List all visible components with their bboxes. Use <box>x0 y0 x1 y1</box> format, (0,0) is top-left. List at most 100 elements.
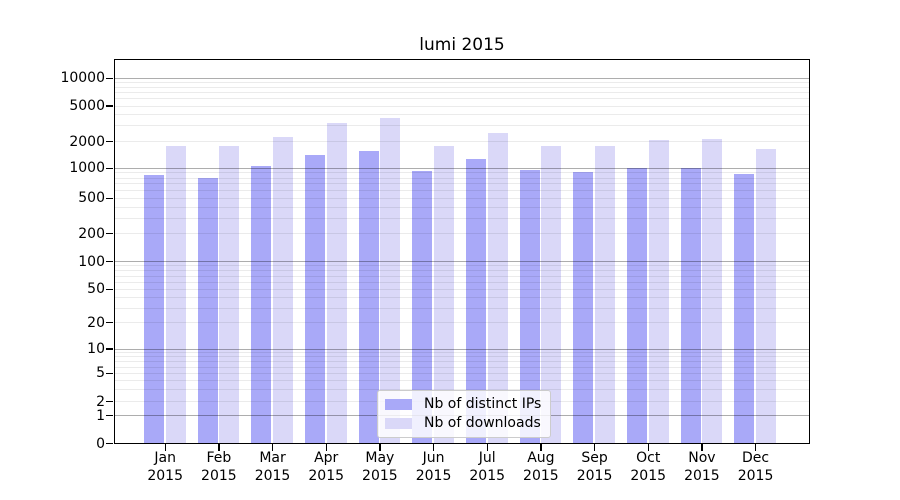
x-tick-label-jun: Jun 2015 <box>415 450 452 484</box>
bar-nb-of-distinct-ips-sep <box>573 172 594 444</box>
bar-nb-of-distinct-ips-dec <box>734 174 755 444</box>
x-tick-mark <box>540 443 542 451</box>
bar-nb-of-distinct-ips-jan <box>144 174 164 444</box>
x-tick-mark <box>325 443 327 451</box>
x-tick-mark <box>486 443 488 451</box>
y-tick-mark <box>106 401 113 403</box>
minor-gridline <box>114 388 809 390</box>
bar-nb-of-distinct-ips-aug <box>519 169 540 444</box>
minor-gridline <box>114 177 809 179</box>
bar-nb-of-downloads-oct <box>648 140 669 444</box>
minor-gridline <box>114 352 809 354</box>
minor-gridline <box>114 322 809 324</box>
bar-nb-of-downloads-jan <box>165 146 186 444</box>
minor-gridline <box>114 366 809 368</box>
y-tick-label: 500 <box>78 190 105 207</box>
bar-nb-of-distinct-ips-may <box>358 150 379 444</box>
y-tick-label: 2000 <box>69 133 105 150</box>
y-tick-mark <box>106 261 113 263</box>
y-tick-mark <box>106 197 113 199</box>
legend: Nb of distinct IPs Nb of downloads <box>377 390 552 438</box>
y-tick-label: 1 <box>96 407 105 424</box>
bar-nb-of-distinct-ips-apr <box>305 154 325 444</box>
y-tick-label: 50 <box>87 281 105 298</box>
legend-swatch-icon <box>385 398 412 410</box>
minor-gridline <box>114 183 809 185</box>
minor-gridline <box>114 82 809 84</box>
bar-nb-of-downloads-dec <box>755 148 776 444</box>
bar-nb-of-distinct-ips-nov <box>680 167 701 444</box>
y-tick-label: 100 <box>78 253 105 270</box>
minor-gridline <box>114 217 809 219</box>
minor-gridline <box>114 275 809 277</box>
x-tick-mark <box>432 443 435 451</box>
x-tick-mark <box>218 443 220 451</box>
minor-gridline <box>114 372 809 374</box>
bar-nb-of-downloads-sep <box>594 145 615 444</box>
bar-nb-of-downloads-aug <box>541 146 562 444</box>
x-tick-mark <box>701 443 703 451</box>
x-tick-label-apr: Apr 2015 <box>308 450 345 484</box>
major-gridline <box>114 348 809 350</box>
bar-nb-of-downloads-may <box>380 117 401 444</box>
y-tick-label: 200 <box>78 225 105 242</box>
minor-gridline <box>114 172 809 174</box>
x-tick-label-oct: Oct 2015 <box>630 450 667 484</box>
bar-nb-of-downloads-apr <box>326 122 347 444</box>
legend-label: Nb of distinct IPs <box>424 396 542 412</box>
legend-swatch-icon <box>385 417 412 429</box>
y-tick-label: 10000 <box>60 70 105 87</box>
bar-nb-of-distinct-ips-oct <box>627 168 648 444</box>
minor-gridline <box>114 206 809 208</box>
y-tick-label: 10 <box>87 341 105 357</box>
y-tick-mark <box>106 288 113 290</box>
y-tick-mark <box>106 233 113 235</box>
legend-label: Nb of downloads <box>424 415 541 431</box>
x-tick-label-nov: Nov 2015 <box>684 450 720 484</box>
x-tick-mark <box>754 443 757 451</box>
bar-nb-of-distinct-ips-jul <box>466 158 487 444</box>
minor-gridline <box>114 288 809 290</box>
y-tick-label: 1000 <box>69 160 105 177</box>
x-tick-label-aug: Aug 2015 <box>523 450 559 484</box>
minor-gridline <box>114 197 809 199</box>
minor-gridline <box>114 356 809 358</box>
bar-nb-of-distinct-ips-mar <box>251 165 272 444</box>
major-gridline <box>114 77 809 79</box>
bar-nb-of-downloads-feb <box>219 146 240 444</box>
x-tick-label-dec: Dec 2015 <box>737 450 774 484</box>
y-tick-mark <box>106 140 113 143</box>
x-tick-mark <box>593 443 596 451</box>
y-tick-mark <box>106 442 113 445</box>
minor-gridline <box>114 86 809 88</box>
y-tick-mark <box>106 322 113 324</box>
x-tick-mark <box>379 443 381 451</box>
x-tick-label-jul: Jul 2015 <box>469 450 506 484</box>
x-tick-mark <box>647 443 649 451</box>
minor-gridline <box>114 307 809 309</box>
y-tick-mark <box>106 77 113 79</box>
plot-area <box>113 59 810 444</box>
minor-gridline <box>114 281 809 283</box>
minor-gridline <box>114 92 809 94</box>
y-tick-mark <box>106 105 113 107</box>
x-tick-mark <box>271 443 274 451</box>
y-tick-label: 5 <box>96 365 105 382</box>
bar-nb-of-downloads-jul <box>487 132 508 444</box>
y-tick-mark <box>106 167 113 169</box>
minor-gridline <box>114 270 809 272</box>
x-tick-label-sep: Sep 2015 <box>576 450 613 484</box>
x-tick-mark <box>164 443 166 451</box>
y-tick-label: 2 <box>96 393 105 410</box>
x-tick-label-jan: Jan 2015 <box>147 450 183 484</box>
minor-gridline <box>114 297 809 299</box>
minor-gridline <box>114 98 809 100</box>
minor-gridline <box>114 114 809 116</box>
bar-nb-of-distinct-ips-jun <box>412 171 433 444</box>
y-tick-mark <box>106 348 113 350</box>
y-tick-label: 20 <box>87 314 105 331</box>
x-tick-label-mar: Mar 2015 <box>254 450 291 484</box>
minor-gridline <box>114 141 809 143</box>
y-tick-label: 5000 <box>69 98 105 114</box>
